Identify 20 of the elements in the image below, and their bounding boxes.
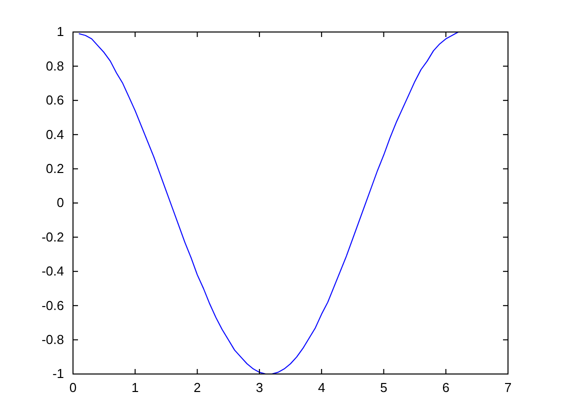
y-tick-label: -0.4 [42, 264, 64, 279]
x-tick-label: 5 [380, 380, 388, 396]
y-tick-label: 0.8 [46, 58, 64, 74]
x-tick-label: 6 [442, 380, 450, 396]
x-tick-label: 4 [318, 380, 326, 396]
y-tick-label: 0.2 [46, 160, 64, 176]
y-tick-label: -0.2 [42, 229, 64, 244]
x-tick-label: 0 [69, 380, 77, 396]
x-tick-label: 3 [256, 380, 264, 396]
y-tick-label: -0.8 [42, 332, 64, 347]
y-tick-label: 0 [56, 195, 64, 210]
y-tick-label: 1 [56, 24, 64, 40]
y-tick-label: -0.6 [42, 298, 64, 313]
y-tick-label: -1 [52, 366, 64, 382]
x-tick-label: 7 [504, 380, 512, 396]
x-tick-label: 1 [132, 380, 139, 396]
y-tick-label: 0.4 [46, 126, 64, 142]
x-tick-label: 2 [194, 380, 201, 396]
line-series [78, 32, 459, 374]
y-tick-label: 0.6 [46, 92, 64, 108]
